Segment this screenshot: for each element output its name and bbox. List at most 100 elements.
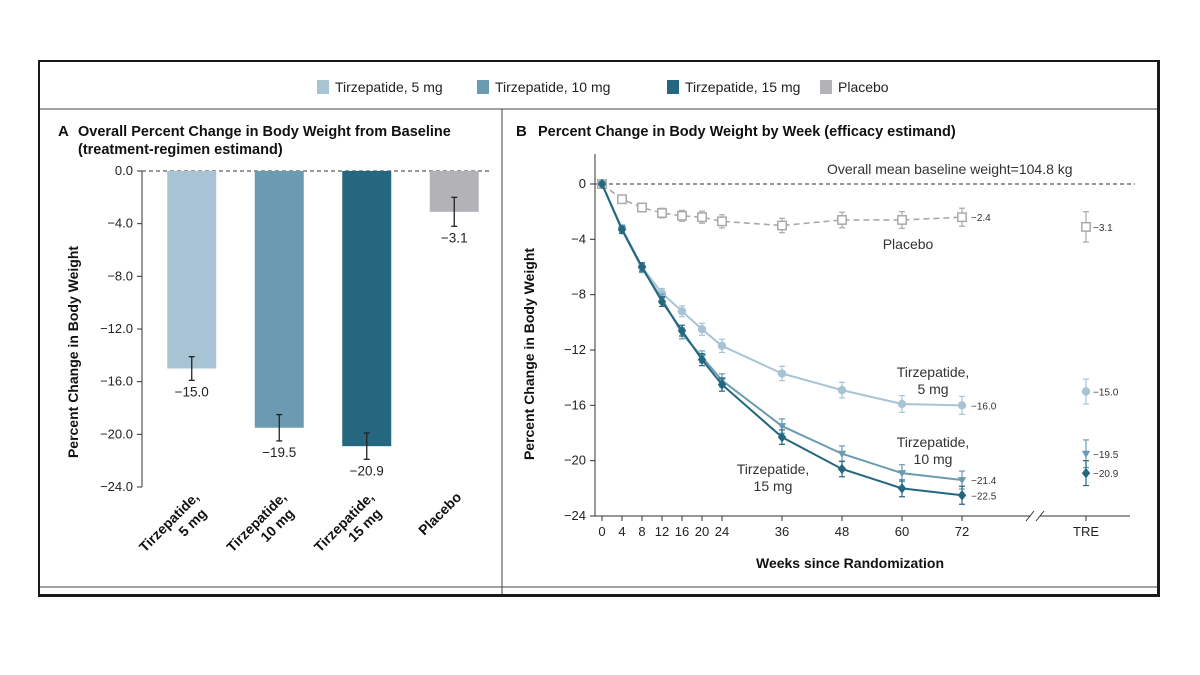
series-point-0: [657, 208, 667, 219]
panel-a-y-tick-label: −12.0: [100, 321, 133, 336]
panel-a-y-tick-label: −4.0: [107, 216, 133, 231]
series-point-2: [777, 423, 787, 431]
panel-b-x-tick-label: 0: [598, 524, 605, 539]
panel-b-x-tick-label: 48: [835, 524, 849, 539]
tre-label-2: −19.5: [1093, 450, 1119, 461]
series-point-0: [837, 215, 847, 225]
panel-a-y-tick-label: −16.0: [100, 374, 133, 389]
series-point-2: [957, 477, 967, 485]
series-point-3: [697, 354, 707, 365]
panel-b: B Percent Change in Body Weight by Week …: [516, 123, 1135, 571]
bar-category-label-0: Tirzepatide,5 mg: [136, 489, 214, 567]
tre-label-3: −20.9: [1093, 469, 1119, 480]
series-point-1: [957, 401, 967, 410]
tre-point-1: [1081, 387, 1091, 396]
legend-swatch-2: [667, 80, 679, 94]
bar-category-label-2: Tirzepatide,15 mg: [311, 489, 389, 567]
series-point-3: [777, 431, 787, 443]
tre-point-3: [1081, 467, 1091, 479]
panel-b-y-tick-label: −4: [571, 231, 586, 246]
series-name-label-1: Tirzepatide, 5 mg: [897, 364, 970, 397]
panel-b-y-axis-title: Percent Change in Body Weight: [521, 248, 537, 460]
panel-a-y-tick-label: 0.0: [115, 163, 133, 178]
panel-a-y-tick-label: −24.0: [100, 479, 133, 494]
category-label-line: Placebo: [415, 489, 464, 538]
panel-b-y-tick-label: −8: [571, 287, 586, 302]
panel-b-y-tick-label: −20: [564, 453, 586, 468]
tre-label-1: −15.0: [1093, 388, 1119, 399]
series-point-3: [897, 483, 907, 494]
series-name-line: Placebo: [883, 236, 934, 252]
legend-label-3: Placebo: [838, 79, 889, 95]
series-3: −22.5 −20.9 Tirzepatide, 15 mg: [597, 178, 1119, 505]
figure-svg: Tirzepatide, 5 mg Tirzepatide, 10 mg Tirze…: [40, 79, 1157, 594]
tre-label-0: −3.1: [1093, 223, 1113, 234]
panel-a-title-line1: Overall Percent Change in Body Weight fr…: [78, 124, 451, 140]
legend-swatch-3: [820, 80, 832, 94]
bar-value-label-1: −19.5: [262, 445, 296, 460]
series-name-line: 15 mg: [754, 478, 793, 494]
bar-value-label-2: −20.9: [350, 463, 384, 478]
panel-b-y-tick-label: −12: [564, 342, 586, 357]
series-2: −21.4 −19.5 Tirzepatide, 10 mg: [597, 181, 1119, 490]
series-point-3: [637, 261, 647, 273]
panel-b-x-tick-label: 24: [715, 524, 729, 539]
series-end-label-3: −22.5: [971, 491, 997, 502]
series-point-3: [597, 178, 607, 190]
bar-0: [167, 171, 217, 369]
panel-b-x-tick-label: 4: [618, 524, 625, 539]
panel-b-x-tick-label: 12: [655, 524, 669, 539]
figure-frame: Tirzepatide, 5 mg Tirzepatide, 10 mg Tirze…: [38, 60, 1160, 597]
series-name-line: 5 mg: [917, 381, 948, 397]
series-point-1: [717, 341, 727, 351]
legend-label-0: Tirzepatide, 5 mg: [335, 79, 443, 95]
panel-b-x-tick-label: 60: [895, 524, 909, 539]
panel-b-x-tick-label: 8: [638, 524, 645, 539]
bar-2: [342, 171, 392, 447]
series-point-2: [837, 450, 847, 458]
series-point-0: [677, 210, 687, 221]
series-name-label-0: Placebo: [883, 236, 934, 252]
series-name-line: 10 mg: [914, 451, 953, 467]
series-point-0: [617, 194, 627, 205]
axis-break-mark: [1035, 510, 1045, 522]
series-point-0: [637, 202, 647, 213]
series-point-1: [777, 369, 787, 378]
series-point-1: [837, 385, 847, 395]
panel-b-y-tick-label: −24: [564, 508, 586, 523]
legend-label-1: Tirzepatide, 10 mg: [495, 79, 610, 95]
series-point-0: [957, 212, 967, 223]
panel-b-x-tick-label: 72: [955, 524, 969, 539]
tre-point-0: [1081, 221, 1091, 232]
series-end-label-2: −21.4: [971, 476, 997, 487]
series-point-2: [897, 470, 907, 478]
series-point-3: [957, 490, 967, 501]
legend-swatch-1: [477, 80, 489, 94]
panel-b-x-tick-label: 20: [695, 524, 709, 539]
panel-b-y-tick-label: −16: [564, 397, 586, 412]
tre-point-2: [1081, 450, 1091, 458]
panel-b-x-tick-label-tre: TRE: [1073, 524, 1099, 539]
series-point-3: [837, 463, 847, 475]
series-point-0: [697, 212, 707, 223]
series-point-3: [657, 296, 667, 307]
panel-b-x-axis-title: Weeks since Randomization: [756, 555, 944, 571]
series-0: −2.4 −3.1 Placebo: [597, 179, 1113, 252]
series-point-1: [697, 325, 707, 334]
series-point-0: [897, 215, 907, 225]
panel-b-x-tick-label: 36: [775, 524, 789, 539]
panel-a-y-tick-label: −8.0: [107, 268, 133, 283]
series-point-0: [777, 220, 787, 231]
legend-label-2: Tirzepatide, 15 mg: [685, 79, 800, 95]
panel-a-letter: A: [58, 123, 69, 140]
series-name-label-2: Tirzepatide, 10 mg: [897, 434, 970, 467]
series-point-3: [677, 325, 687, 336]
series-end-label-1: −16.0: [971, 401, 997, 412]
series-end-label-0: −2.4: [971, 213, 991, 224]
series-name-line: Tirzepatide,: [897, 434, 970, 450]
legend-swatch-0: [317, 80, 329, 94]
panel-b-annotation: Overall mean baseline weight=104.8 kg: [827, 161, 1073, 177]
panel-b-title: Percent Change in Body Weight by Week (e…: [538, 124, 956, 140]
axis-break-mark: [1025, 510, 1035, 522]
bar-category-label-3: Placebo: [415, 489, 464, 538]
